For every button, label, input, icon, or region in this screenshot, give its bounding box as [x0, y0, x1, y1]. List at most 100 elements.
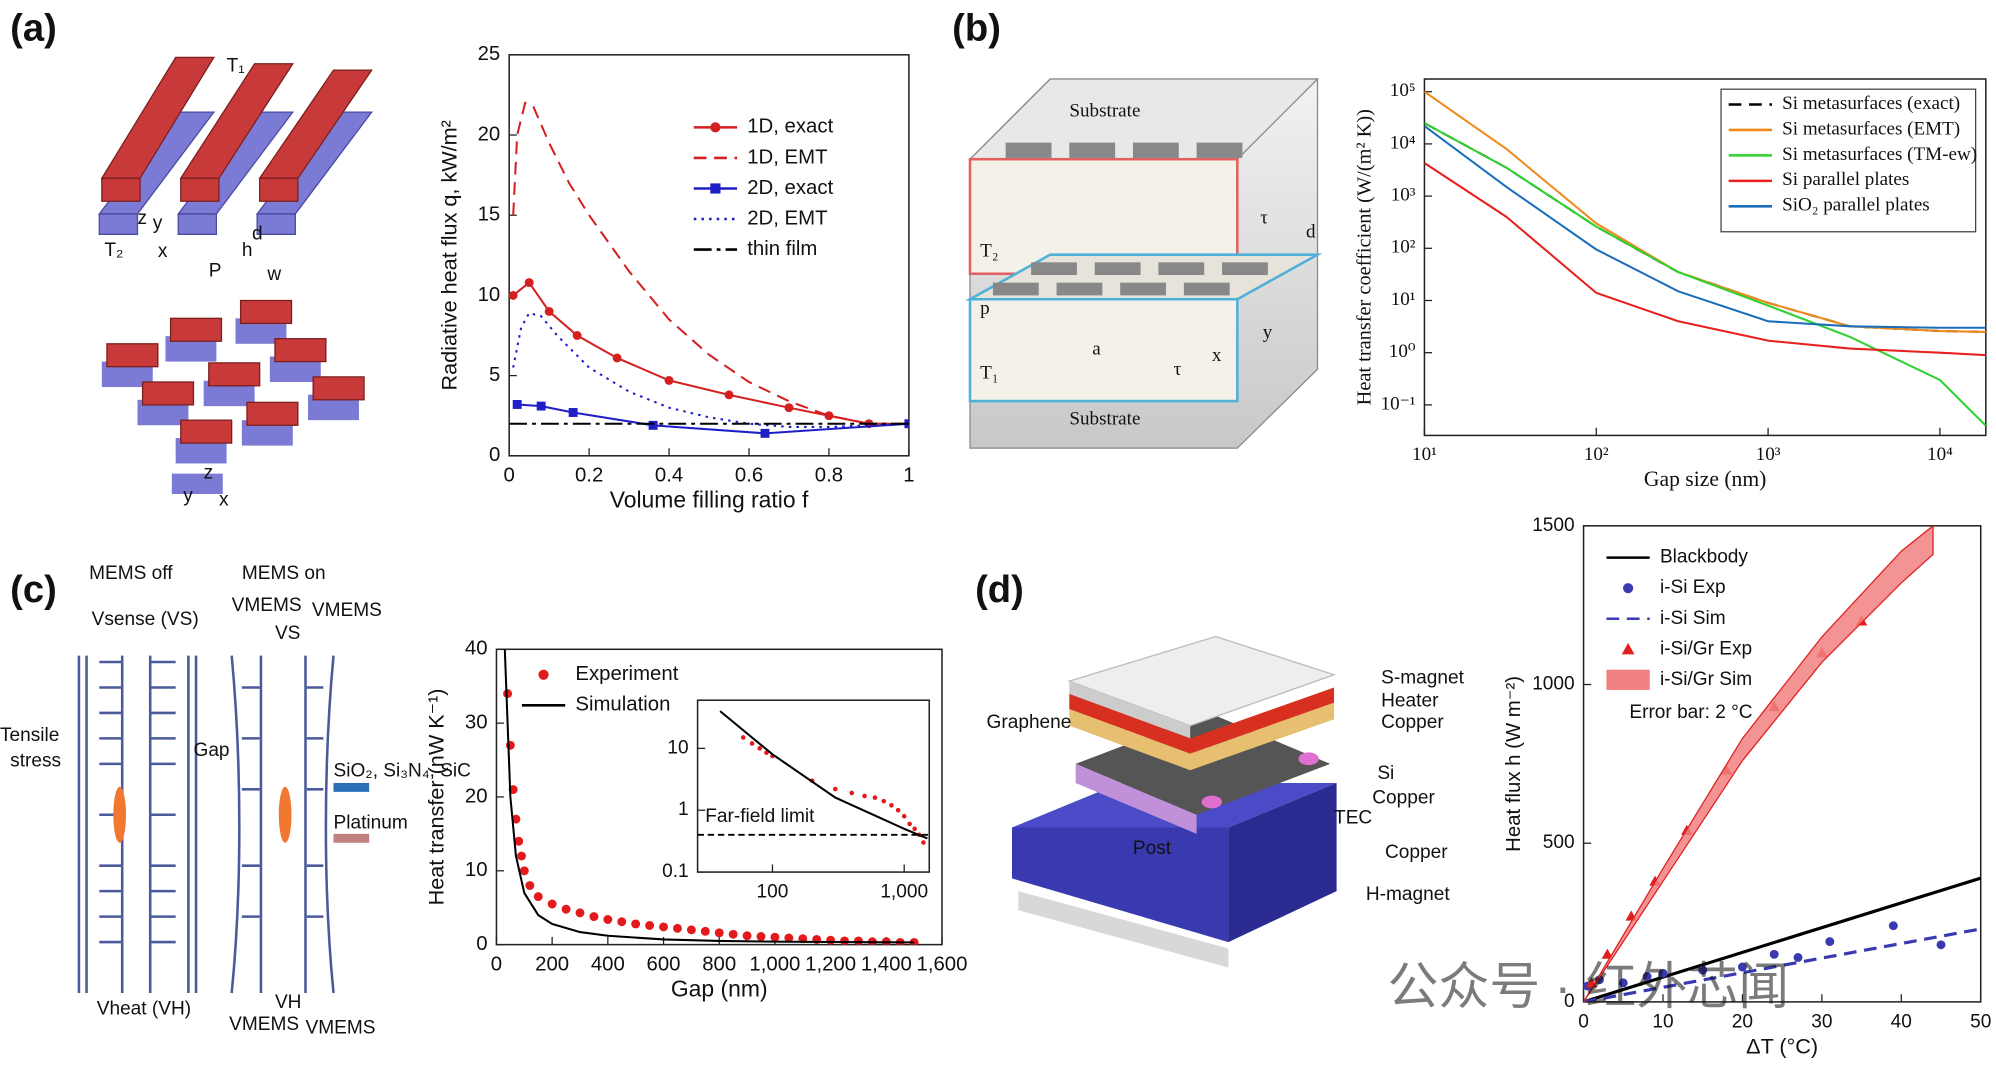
- panel-label: (c): [10, 568, 57, 611]
- x-tick-label: 800: [702, 953, 736, 975]
- legend-label: i-Si Exp: [1660, 577, 1726, 598]
- marker: [760, 428, 770, 438]
- x-axis-label: Gap size (nm): [1644, 467, 1766, 491]
- chart: 0 200 400 600 800 1,000 1,200 1,400 1,6000102030…: [424, 638, 968, 1002]
- diagram-label: Copper: [1372, 787, 1435, 808]
- line: [1424, 90, 1986, 333]
- marker: [544, 306, 554, 316]
- diagram-label: x: [158, 241, 168, 262]
- y-axis-label: Heat transfer coefficient (W/(m² K)): [1354, 109, 1376, 405]
- x-tick-label: 0: [504, 465, 515, 487]
- marker: [568, 408, 578, 417]
- legend-label: i-Si/Gr Sim: [1660, 669, 1752, 690]
- marker: [503, 689, 513, 699]
- diagram-label: VMEMS: [232, 595, 302, 616]
- line: [1424, 125, 1986, 329]
- marker: [533, 892, 543, 902]
- y-tick-label: 10: [465, 859, 488, 881]
- diagram-label: x: [1212, 345, 1222, 366]
- marker: [740, 735, 746, 740]
- legend-label: Si metasurfaces (EMT): [1782, 118, 1960, 139]
- schematic-c: [77, 655, 370, 994]
- marker: [833, 786, 838, 792]
- diagram-label: d: [1306, 221, 1316, 242]
- marker: [1623, 583, 1634, 594]
- diagram-label: Graphene: [987, 712, 1072, 733]
- diagram-label: Platinum: [334, 813, 408, 834]
- marker: [603, 915, 613, 924]
- diagram-label: τ: [1174, 359, 1182, 380]
- schematic-a: [98, 56, 373, 494]
- plot-area: [503, 649, 919, 945]
- marker: [524, 278, 534, 288]
- diagram-label: Heater: [1381, 691, 1439, 712]
- line: [512, 101, 909, 425]
- legend-frame: [1720, 88, 1977, 233]
- diagram-label: z: [204, 463, 214, 484]
- x-axis-label: Gap (nm): [671, 975, 768, 1001]
- y-tick-label: 1000: [1532, 674, 1574, 695]
- line: [512, 281, 909, 425]
- marker: [881, 798, 887, 804]
- diagram-label: SiO₂, Si₃N₄, SiC: [334, 761, 472, 782]
- marker: [547, 899, 557, 909]
- plot-area: [509, 101, 909, 438]
- panel-label: (a): [10, 7, 57, 50]
- x-axis-label: Volume filling ratio f: [610, 487, 809, 513]
- marker: [757, 746, 763, 751]
- plot-frame: [1423, 78, 1987, 437]
- marker: [659, 922, 668, 932]
- line: [503, 649, 915, 944]
- diagram-label: y: [183, 486, 193, 507]
- y-tick-label: 20: [478, 123, 501, 145]
- diagram-label: Gap: [193, 740, 229, 761]
- x-tick-label: 0.8: [815, 465, 843, 487]
- marker: [700, 926, 710, 936]
- marker: [826, 935, 836, 945]
- diagram-label: Substrate: [1069, 100, 1140, 121]
- y-tick-label: 15: [478, 204, 501, 226]
- marker: [710, 183, 721, 194]
- x-tick-label: 0.6: [735, 465, 763, 487]
- marker: [1793, 953, 1803, 962]
- plot-frame: [1582, 525, 1982, 1003]
- chart: 100 1,000 0.1 1 10 Far-field limit: [662, 699, 931, 902]
- marker: [714, 928, 724, 938]
- marker: [756, 932, 766, 941]
- marker: [1658, 968, 1668, 978]
- marker: [686, 925, 696, 935]
- diagram-label: VS: [275, 623, 300, 644]
- schematic-d: [1012, 635, 1337, 968]
- diagram-label: P: [209, 260, 222, 281]
- x-tick-label: 1,400: [861, 953, 912, 975]
- marker: [631, 919, 641, 929]
- y-tick-label: 40: [465, 638, 488, 660]
- y-tick-label: 10⁻¹: [1381, 393, 1416, 414]
- x-tick-label: 10³: [1756, 444, 1781, 465]
- diagram-label: T₁: [227, 55, 245, 76]
- plot-area: [1424, 90, 1986, 427]
- marker: [519, 866, 529, 876]
- y-tick-label: 10¹: [1391, 289, 1416, 310]
- marker: [664, 375, 674, 385]
- diagram-label: a: [1092, 339, 1101, 360]
- marker: [512, 400, 522, 409]
- x-tick-label: 50: [1970, 1011, 1991, 1032]
- marker: [912, 826, 917, 832]
- diagram-label: p: [980, 298, 990, 319]
- legend-label: i-Si/Gr Exp: [1660, 638, 1752, 659]
- y-tick-label: 10⁵: [1390, 80, 1416, 101]
- diagram-label: H-magnet: [1366, 884, 1450, 905]
- marker: [1642, 972, 1652, 981]
- legend-label: Si metasurfaces (exact): [1782, 93, 1960, 114]
- marker: [901, 813, 907, 819]
- diagram-label: VH: [275, 992, 302, 1013]
- diagram-label: T₂: [104, 240, 123, 261]
- legend-label: Si metasurfaces (TM-ew): [1782, 144, 1977, 165]
- marker: [724, 390, 734, 400]
- diagram-label: Tensile: [0, 725, 59, 746]
- marker: [840, 936, 849, 945]
- annotation: Error bar: 2 °C: [1629, 702, 1752, 723]
